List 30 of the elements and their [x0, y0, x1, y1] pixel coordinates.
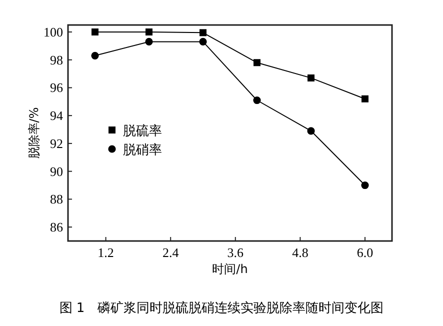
point	[253, 96, 261, 104]
y-tick-label: 94	[50, 108, 64, 124]
y-tick-label: 90	[50, 164, 63, 179]
y-tick-label: 98	[50, 52, 63, 68]
x-tick-label: 3.6	[227, 245, 244, 260]
point	[308, 74, 314, 82]
x-tick-label: 6.0	[356, 245, 374, 260]
point	[200, 29, 206, 36]
point	[199, 38, 207, 46]
y-tick-label: 100	[44, 24, 63, 40]
point	[92, 28, 98, 36]
y-tick-label: 92	[50, 136, 63, 151]
point	[146, 28, 152, 36]
point	[254, 59, 260, 66]
point	[362, 95, 368, 102]
text: 图 1 磷矿浆同时脱硫脱硝连续实验脱除率随时间变化图	[59, 300, 384, 316]
x-tick-label: 2.4	[162, 245, 180, 260]
y-tick-label: 96	[50, 80, 64, 96]
y-axis-title: 脱除率/%	[27, 107, 41, 159]
x-axis-title: 时间/h	[212, 262, 248, 276]
point	[361, 181, 369, 190]
y-tick-label: 88	[50, 192, 63, 207]
y-tick-label: 86	[50, 220, 64, 235]
legend-label: 脱硝率	[123, 142, 162, 158]
legend-label: 脱硫率	[123, 123, 162, 139]
x-tick-label: 4.8	[292, 245, 308, 260]
point	[307, 127, 315, 135]
point	[91, 52, 99, 60]
point	[145, 38, 153, 46]
x-tick-label: 1.2	[98, 245, 114, 260]
